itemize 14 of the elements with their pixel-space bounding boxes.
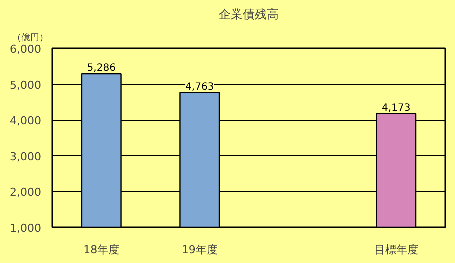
y-tick-label: 1,000 (10, 222, 42, 235)
y-tick-label: 2,000 (10, 186, 42, 200)
x-tick-label: 目標年度 (374, 244, 418, 256)
data-label: 5,286 (87, 63, 116, 74)
data-label: 4,763 (186, 82, 214, 93)
x-tick-label: 19年度 (182, 244, 218, 256)
y-axis-title: （億円） (12, 32, 48, 44)
x-tick-label: 18年度 (84, 244, 120, 256)
y-tick-label: 3,000 (10, 150, 42, 164)
y-tick-label: 6,000 (10, 43, 42, 56)
data-label: 4,173 (382, 102, 411, 114)
y-tick-label: 5,000 (10, 78, 42, 92)
y-tick-label: 4,000 (10, 114, 42, 128)
chart-title: 企業債残高 (219, 8, 279, 22)
